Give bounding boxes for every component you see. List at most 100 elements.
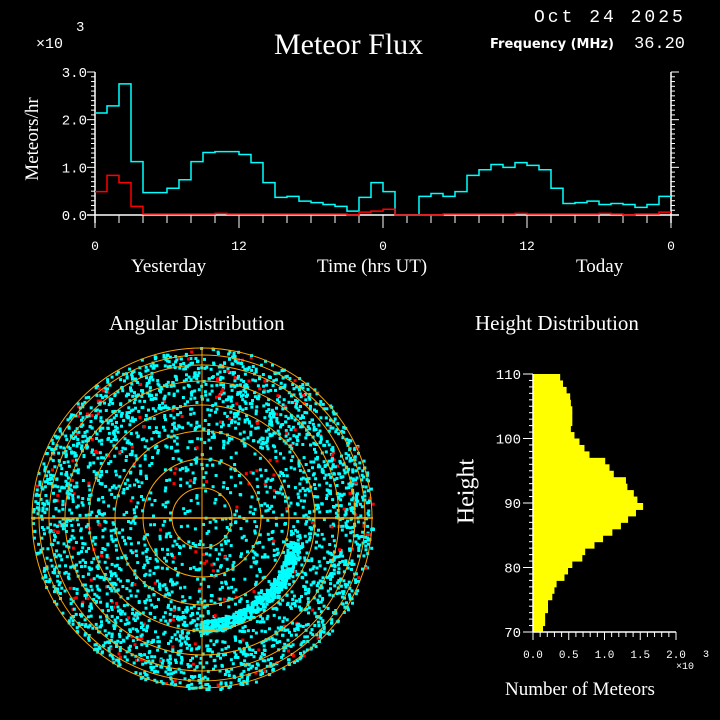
angular-point	[221, 640, 225, 644]
angular-point	[291, 597, 295, 601]
angular-point	[129, 419, 133, 423]
angular-point	[110, 608, 114, 611]
angular-point	[216, 557, 219, 561]
angular-point	[56, 485, 60, 489]
angular-point	[143, 584, 147, 588]
angular-point	[326, 561, 330, 564]
angular-point	[99, 419, 103, 423]
angular-point	[123, 612, 127, 616]
angular-point	[332, 568, 336, 572]
angular-point	[260, 652, 264, 655]
angular-point	[219, 688, 223, 691]
angular-point	[125, 587, 129, 591]
angular-point	[132, 508, 136, 512]
angular-point	[182, 379, 186, 383]
angular-point	[132, 617, 136, 621]
angular-point	[368, 533, 372, 537]
angular-point	[141, 389, 145, 393]
angular-point	[265, 602, 269, 606]
angular-point	[259, 445, 263, 449]
angular-point	[341, 590, 345, 594]
angular-point	[103, 548, 107, 552]
angular-point	[219, 603, 222, 606]
angular-point	[139, 621, 143, 625]
angular-point	[185, 373, 188, 377]
angular-point	[100, 620, 103, 624]
angular-point	[139, 676, 143, 680]
angular-point	[166, 672, 170, 676]
angular-point	[156, 670, 160, 674]
angular-point	[172, 363, 176, 367]
angular-point	[322, 627, 326, 631]
angular-point	[136, 589, 140, 593]
angular-point	[358, 543, 362, 547]
angular-point	[135, 576, 138, 580]
angular-point	[150, 437, 154, 441]
angular-point	[110, 422, 114, 426]
angular-point	[214, 624, 218, 628]
angular-point	[287, 558, 291, 562]
angular-point	[97, 596, 101, 600]
angular-point	[221, 485, 225, 489]
angular-point	[127, 634, 131, 637]
angular-point	[252, 556, 256, 560]
height-x-tick-label: 0.0	[523, 650, 543, 662]
angular-point	[312, 425, 316, 429]
angular-point	[280, 571, 284, 575]
angular-point	[60, 467, 64, 471]
angular-point	[320, 586, 324, 590]
angular-point	[96, 399, 100, 403]
angular-point	[57, 509, 61, 513]
angular-point	[262, 442, 266, 446]
angular-point	[54, 447, 58, 451]
angular-point	[113, 495, 117, 499]
angular-point	[140, 358, 144, 362]
angular-point	[295, 502, 299, 506]
angular-point	[319, 435, 323, 439]
angular-point	[246, 653, 250, 657]
angular-point	[227, 528, 231, 532]
angular-point	[183, 624, 187, 628]
angular-point	[297, 422, 301, 426]
angular-point	[265, 409, 269, 413]
angular-point	[264, 441, 268, 445]
angular-point	[284, 429, 288, 433]
angular-point	[171, 580, 175, 584]
angular-point	[123, 539, 126, 543]
angular-point	[329, 587, 332, 591]
angular-point	[234, 614, 238, 618]
angular-point	[248, 616, 252, 620]
angular-point	[318, 403, 322, 407]
angular-point	[142, 437, 146, 441]
angular-point	[204, 393, 208, 397]
angular-point	[304, 513, 308, 517]
angular-point	[128, 630, 132, 634]
angular-point	[54, 565, 58, 569]
angular-point	[265, 595, 269, 599]
angular-point	[195, 401, 199, 404]
angular-point	[187, 384, 191, 388]
angular-point	[251, 629, 255, 632]
angular-point	[100, 482, 104, 486]
angular-point	[267, 597, 271, 601]
angular-point	[335, 484, 339, 487]
angular-point	[138, 637, 142, 641]
angular-point	[316, 533, 320, 537]
angular-point	[55, 477, 59, 481]
height-bar	[533, 503, 644, 510]
angular-point	[49, 457, 53, 461]
angular-point	[299, 477, 303, 481]
angular-point	[153, 616, 157, 619]
angular-point	[175, 581, 179, 585]
angular-point	[313, 388, 317, 392]
angular-point	[127, 646, 131, 650]
angular-point	[117, 660, 121, 664]
angular-point	[189, 423, 193, 427]
angular-point	[322, 580, 326, 584]
angular-point	[161, 659, 165, 663]
angular-point	[72, 443, 75, 447]
angular-point	[278, 437, 282, 440]
angular-point	[270, 433, 274, 437]
angular-point	[154, 549, 158, 553]
angular-point	[350, 589, 354, 593]
